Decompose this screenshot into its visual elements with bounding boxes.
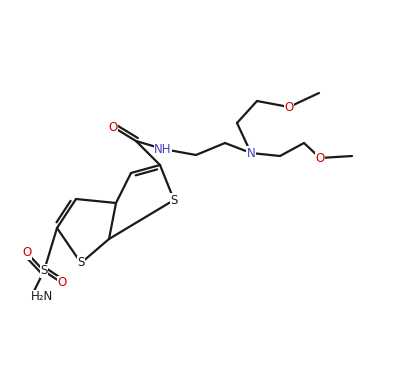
Text: S: S (77, 256, 85, 269)
Text: H₂N: H₂N (31, 290, 53, 303)
Text: N: N (247, 147, 255, 160)
Text: NH: NH (154, 142, 172, 155)
Text: O: O (22, 246, 32, 259)
Text: O: O (108, 121, 117, 134)
Text: O: O (284, 101, 294, 114)
Text: S: S (40, 265, 48, 278)
Text: O: O (315, 151, 325, 164)
Text: O: O (57, 276, 67, 289)
Text: S: S (170, 194, 178, 207)
